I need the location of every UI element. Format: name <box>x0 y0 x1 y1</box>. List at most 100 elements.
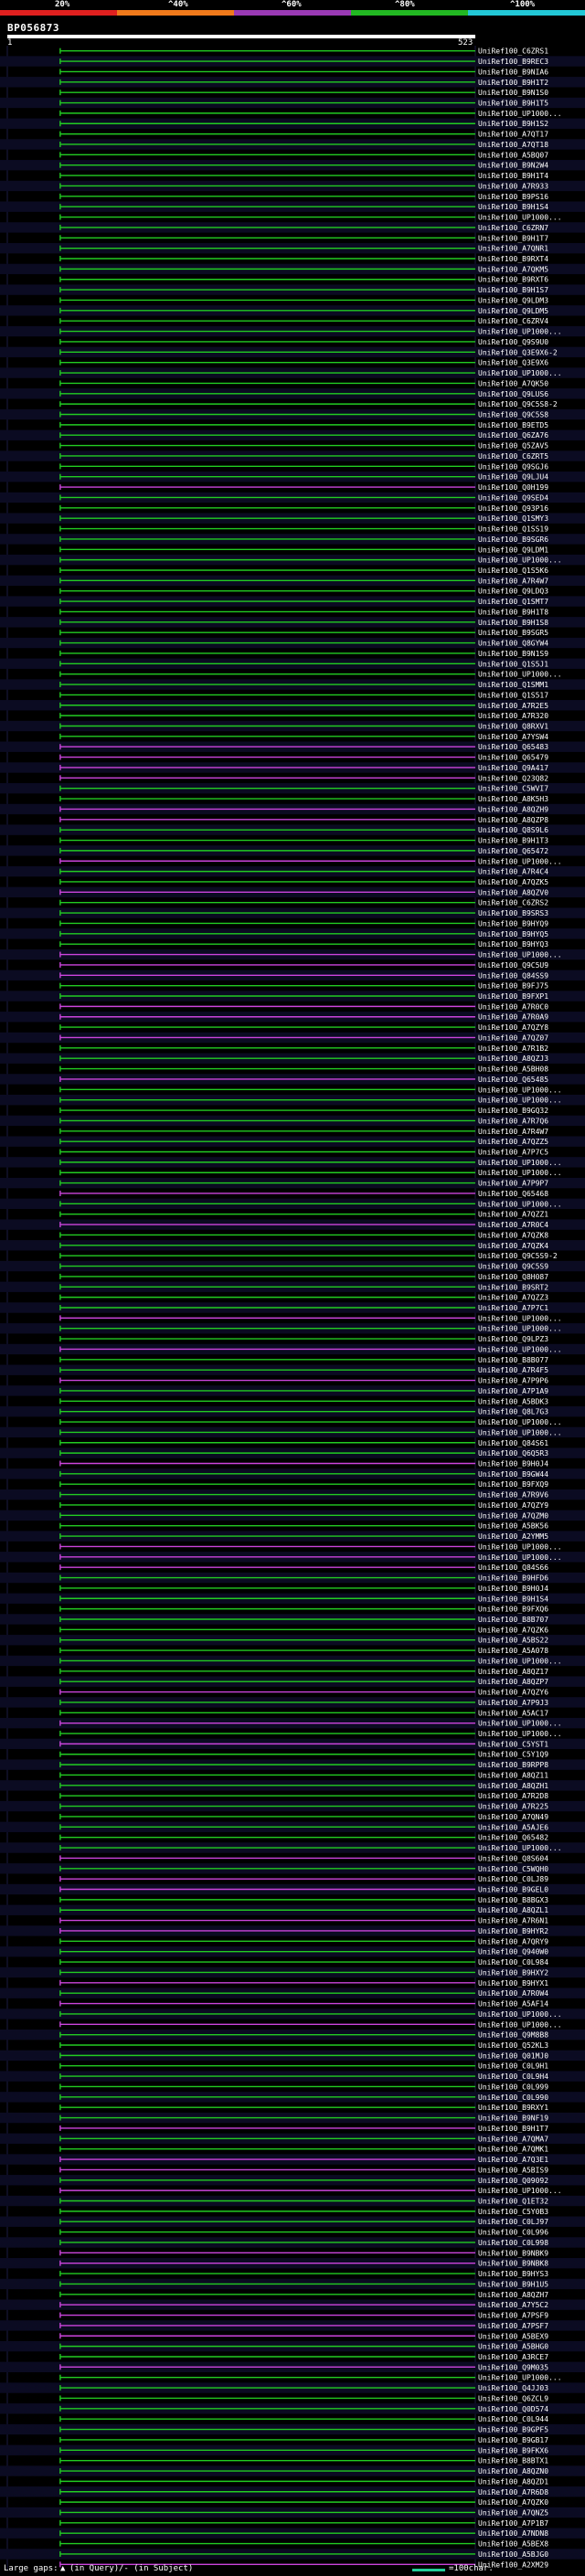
hit-label[interactable]: UniRef100_B9GB17 <box>478 2436 548 2444</box>
hit-row[interactable]: UniRef100_Q4JJ03 <box>0 2382 585 2393</box>
hit-label[interactable]: UniRef100_Q6Q5R3 <box>478 1449 548 1458</box>
hit-label[interactable]: UniRef100_B9SRS3 <box>478 909 548 917</box>
hit-row[interactable]: UniRef100_B9FXQ9 <box>59 1480 548 1489</box>
hit-row[interactable]: UniRef100_A7NDN8 <box>0 2528 585 2539</box>
hit-label[interactable]: UniRef100_UP1000... <box>478 1086 562 1094</box>
hit-label[interactable]: UniRef100_B8BTX1 <box>478 2457 548 2465</box>
hit-label[interactable]: UniRef100_UP1000... <box>478 1097 562 1105</box>
hit-row[interactable]: UniRef100_A7QZY9 <box>59 1501 548 1510</box>
hit-row[interactable]: UniRef100_A5BJG0 <box>0 2549 585 2560</box>
hit-label[interactable]: UniRef100_B9RXT4 <box>478 255 548 263</box>
hit-row[interactable]: UniRef100_A7R0C0 <box>59 1002 548 1011</box>
hit-row[interactable]: UniRef100_A5AJE6 <box>0 1821 585 1832</box>
hit-label[interactable]: UniRef100_B9NBK9 <box>478 2249 548 2257</box>
hit-label[interactable]: UniRef100_A7R4F5 <box>478 1366 548 1374</box>
hit-label[interactable]: UniRef100_A8QZV0 <box>478 888 548 896</box>
hit-row[interactable]: UniRef100_A5BQ07 <box>59 151 548 159</box>
hit-row[interactable]: UniRef100_B9HYX1 <box>59 1979 548 1988</box>
hit-label[interactable]: UniRef100_B9HYX1 <box>478 1979 548 1988</box>
hit-row[interactable]: UniRef100_A7R320 <box>59 712 548 720</box>
hit-label[interactable]: UniRef100_C0LJ89 <box>478 1875 548 1883</box>
hit-label[interactable]: UniRef100_A7QZY8 <box>478 1023 548 1032</box>
hit-row[interactable]: UniRef100_C5YST1 <box>0 1738 585 1750</box>
hit-row[interactable]: UniRef100_A7R0A9 <box>0 1012 585 1023</box>
hit-row[interactable]: UniRef100_Q84SS9 <box>0 970 585 981</box>
hit-row[interactable]: UniRef100_A5BEX8 <box>59 2540 548 2549</box>
hit-label[interactable]: UniRef100_B9H1T2 <box>478 79 548 87</box>
hit-label[interactable]: UniRef100_UP1000... <box>478 1428 562 1436</box>
hit-row[interactable]: UniRef100_UP1000... <box>0 1717 585 1729</box>
hit-label[interactable]: UniRef100_C0L9H4 <box>478 2072 548 2081</box>
hit-row[interactable]: UniRef100_B9HYQ9 <box>59 919 548 928</box>
hit-row[interactable]: UniRef100_B9H0J4 <box>59 1585 548 1593</box>
hit-row[interactable]: UniRef100_Q6ZA76 <box>0 429 585 440</box>
hit-row[interactable]: UniRef100_A7R7Q6 <box>0 1115 585 1127</box>
hit-label[interactable]: UniRef100_A7R320 <box>478 712 548 720</box>
hit-label[interactable]: UniRef100_Q940W0 <box>478 1948 548 1956</box>
hit-row[interactable]: UniRef100_UP1000... <box>59 1314 562 1322</box>
hit-label[interactable]: UniRef100_A5BHG0 <box>478 2343 548 2351</box>
hit-label[interactable]: UniRef100_A7QZM0 <box>478 1511 548 1520</box>
hit-label[interactable]: UniRef100_A5BH08 <box>478 1065 548 1074</box>
hit-label[interactable]: UniRef100_A7P7C5 <box>478 1149 548 1157</box>
hit-label[interactable]: UniRef100_A5BK56 <box>478 1522 548 1531</box>
hit-label[interactable]: UniRef100_A8QZP8 <box>478 816 548 824</box>
hit-row[interactable]: UniRef100_A7R933 <box>0 180 585 192</box>
hit-row[interactable]: UniRef100_A7QZZ1 <box>59 1211 548 1219</box>
hit-row[interactable]: UniRef100_Q6Q5R3 <box>0 1447 585 1458</box>
hit-row[interactable]: UniRef100_B9H1T7 <box>59 2125 548 2133</box>
hit-label[interactable]: UniRef100_B9H0J4 <box>478 1459 548 1468</box>
hit-row[interactable]: UniRef100_A2XM29 <box>59 2560 548 2569</box>
hit-row[interactable]: UniRef100_UP1000... <box>0 1094 585 1106</box>
hit-label[interactable]: UniRef100_B9H1T3 <box>478 837 548 845</box>
hit-label[interactable]: UniRef100_C6ZRT5 <box>478 452 548 461</box>
hit-label[interactable]: UniRef100_B8B707 <box>478 1616 548 1624</box>
hit-row[interactable]: UniRef100_B9FKX6 <box>0 2444 585 2455</box>
hit-row[interactable]: UniRef100_A7R2E5 <box>0 700 585 711</box>
hit-row[interactable]: UniRef100_UP1000... <box>59 1169 562 1177</box>
hit-label[interactable]: UniRef100_Q8H087 <box>478 1273 548 1281</box>
hit-row[interactable]: UniRef100_A8QZL1 <box>0 1904 585 1915</box>
hit-row[interactable]: UniRef100_C0L984 <box>59 1958 548 1966</box>
hit-label[interactable]: UniRef100_Q65479 <box>478 754 548 762</box>
hit-label[interactable]: UniRef100_B9NF19 <box>478 2115 548 2123</box>
hit-label[interactable]: UniRef100_Q5ZAV5 <box>478 442 548 451</box>
hit-row[interactable]: UniRef100_B9SGR5 <box>59 629 548 637</box>
hit-row[interactable]: UniRef100_A7R0W4 <box>0 1988 585 1998</box>
hit-label[interactable]: UniRef100_Q1SMM1 <box>478 681 548 689</box>
hit-label[interactable]: UniRef100_Q9LDQ3 <box>478 588 548 596</box>
hit-label[interactable]: UniRef100_Q8RXV1 <box>478 722 548 730</box>
hit-row[interactable]: UniRef100_A7QZK0 <box>59 2498 548 2507</box>
hit-row[interactable]: UniRef100_A7P9J3 <box>0 1697 585 1708</box>
hit-row[interactable]: UniRef100_Q3E9X6 <box>59 359 548 367</box>
hit-row[interactable]: UniRef100_Q1SMM1 <box>0 679 585 690</box>
hit-label[interactable]: UniRef100_Q9SGJ6 <box>478 462 548 471</box>
hit-label[interactable]: UniRef100_A5BQ07 <box>478 151 548 159</box>
hit-row[interactable]: UniRef100_A7QNZ5 <box>0 2507 585 2518</box>
hit-label[interactable]: UniRef100_C0L999 <box>478 2083 548 2091</box>
hit-row[interactable]: UniRef100_UP1000... <box>0 554 585 566</box>
hit-row[interactable]: UniRef100_UP1000... <box>59 2020 562 2029</box>
hit-label[interactable]: UniRef100_A7Q3E1 <box>478 2156 548 2164</box>
hit-row[interactable]: UniRef100_Q9S9U0 <box>59 338 548 346</box>
hit-row[interactable]: UniRef100_A8QZH1 <box>0 1780 585 1791</box>
hit-label[interactable]: UniRef100_Q9LDM5 <box>478 307 548 315</box>
hit-row[interactable]: UniRef100_A8QZP7 <box>0 1676 585 1687</box>
hit-row[interactable]: UniRef100_Q65472 <box>0 845 585 856</box>
hit-label[interactable]: UniRef100_UP1000... <box>478 2374 562 2382</box>
hit-label[interactable]: UniRef100_UP1000... <box>478 214 562 222</box>
hit-row[interactable]: UniRef100_A5A078 <box>59 1647 548 1655</box>
hit-row[interactable]: UniRef100_B9NIA6 <box>59 68 548 76</box>
hit-label[interactable]: UniRef100_UP1000... <box>478 671 562 679</box>
hit-label[interactable]: UniRef100_B9REC3 <box>478 58 548 66</box>
hit-row[interactable]: UniRef100_UP1000... <box>59 857 562 865</box>
hit-row[interactable]: UniRef100_A7QKM5 <box>0 263 585 275</box>
hit-label[interactable]: UniRef100_A7R6D8 <box>478 2488 548 2496</box>
hit-row[interactable]: UniRef100_A5BDK3 <box>59 1397 548 1405</box>
hit-row[interactable]: UniRef100_B9HYQ5 <box>0 928 585 939</box>
hit-row[interactable]: UniRef100_B9HYR2 <box>0 1925 585 1936</box>
hit-label[interactable]: UniRef100_Q8L7G3 <box>478 1408 548 1416</box>
hit-label[interactable]: UniRef100_A8QZP7 <box>478 1678 548 1686</box>
hit-label[interactable]: UniRef100_C5WQH0 <box>478 1865 548 1873</box>
hit-label[interactable]: UniRef100_UP1000... <box>478 1169 562 1177</box>
